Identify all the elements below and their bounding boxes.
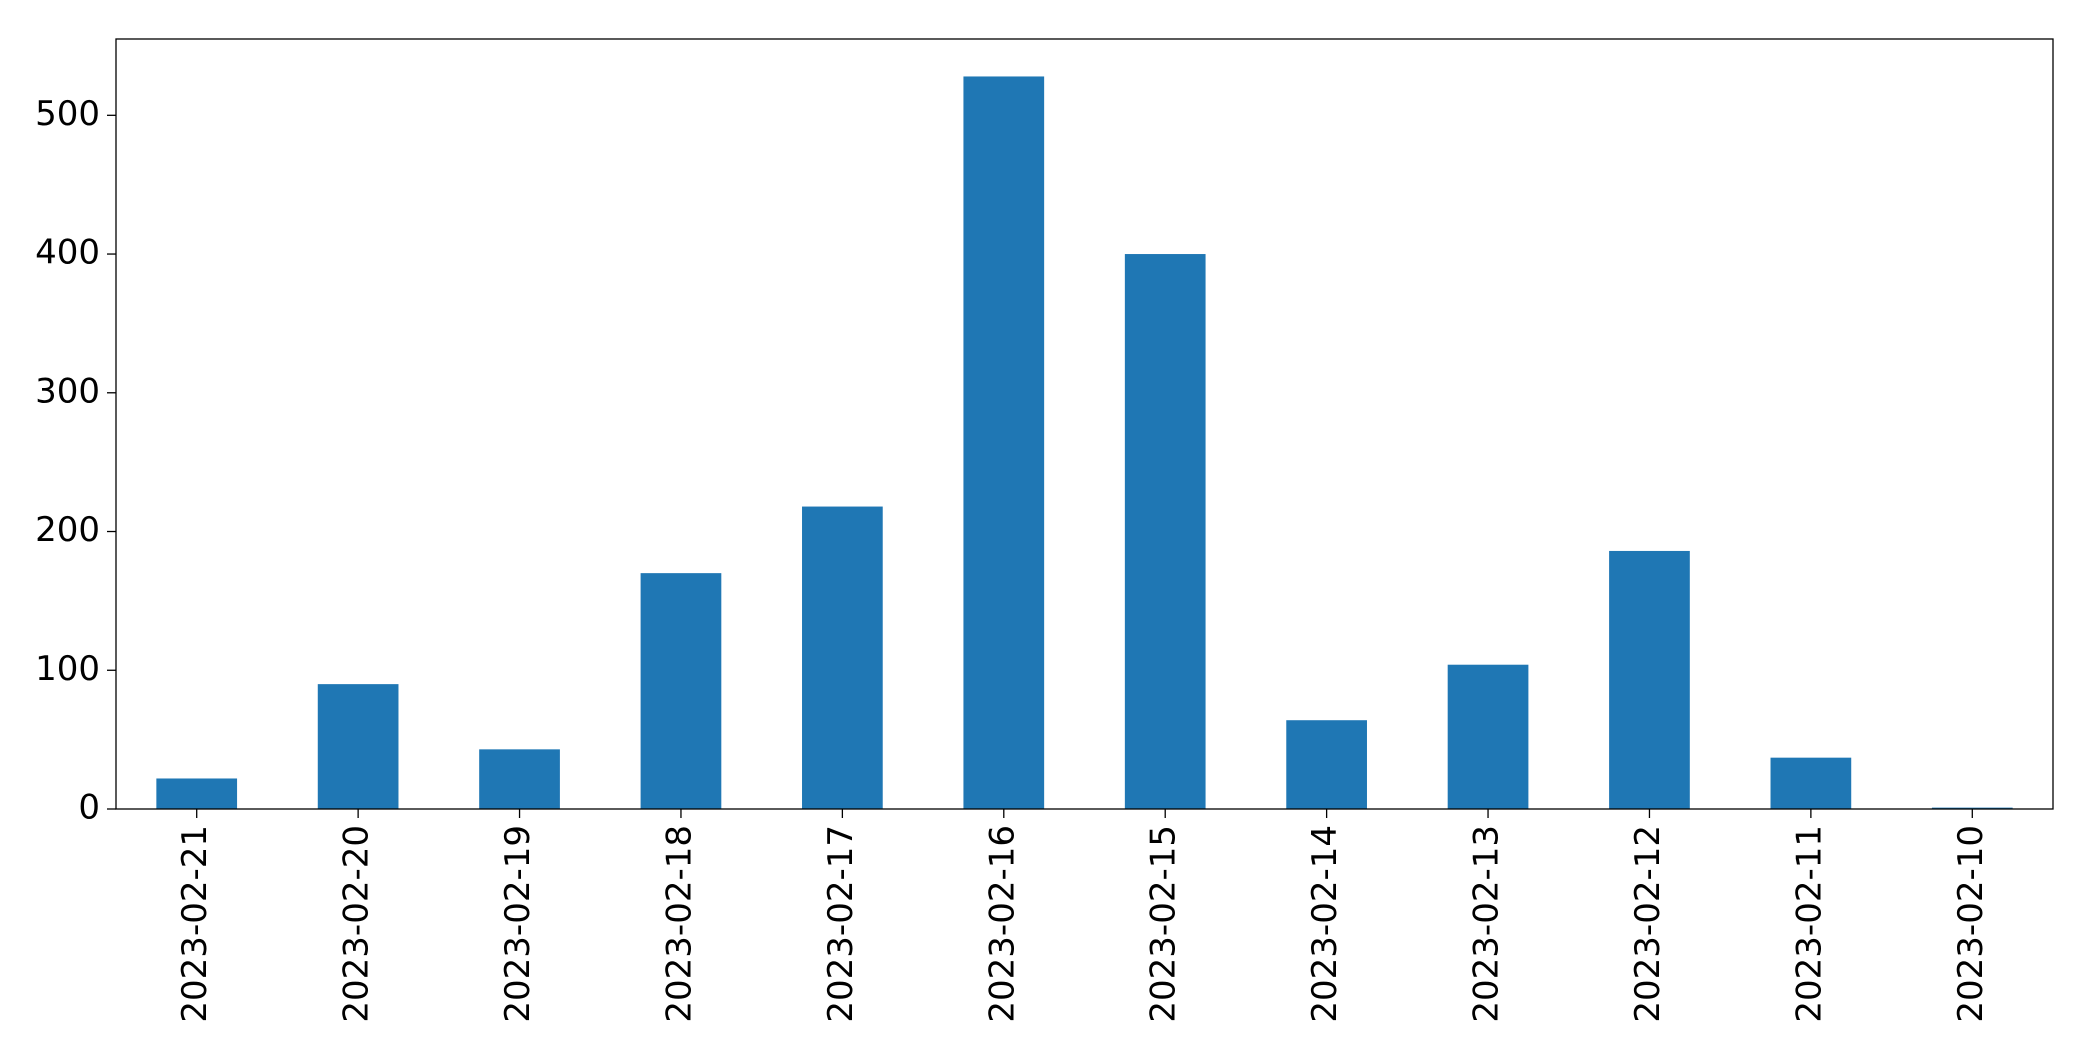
bar [479, 749, 560, 809]
bar [1286, 720, 1367, 809]
x-tick-label: 2023-02-21 [175, 825, 215, 1023]
bar [156, 778, 238, 809]
y-tick-label: 400 [35, 233, 100, 273]
bar [802, 506, 883, 809]
x-tick-label: 2023-02-15 [1144, 825, 1184, 1023]
y-tick-label: 300 [35, 371, 100, 411]
x-tick-label: 2023-02-14 [1305, 825, 1345, 1023]
x-tick-label: 2023-02-20 [337, 825, 377, 1023]
bar [963, 76, 1045, 809]
x-tick-label: 2023-02-13 [1467, 825, 1507, 1023]
x-tick-label: 2023-02-10 [1951, 825, 1991, 1023]
bar [1770, 757, 1852, 809]
bar [1609, 550, 1690, 809]
bar [317, 684, 399, 809]
x-tick-label: 2023-02-18 [659, 825, 699, 1023]
bar [1124, 254, 1206, 809]
y-tick-label: 500 [35, 94, 100, 134]
bar [1931, 807, 2013, 809]
x-tick-label: 2023-02-19 [498, 825, 538, 1023]
x-tick-label: 2023-02-12 [1628, 825, 1668, 1023]
bar [1447, 664, 1529, 809]
x-tick-label: 2023-02-17 [821, 825, 861, 1023]
x-tick-label: 2023-02-11 [1789, 825, 1829, 1023]
y-tick-label: 100 [35, 649, 100, 689]
y-tick-label: 0 [78, 788, 100, 828]
plot-frame [115, 38, 2054, 810]
y-tick-label: 200 [35, 510, 100, 550]
x-tick-label: 2023-02-16 [982, 825, 1022, 1023]
bar [640, 573, 722, 809]
